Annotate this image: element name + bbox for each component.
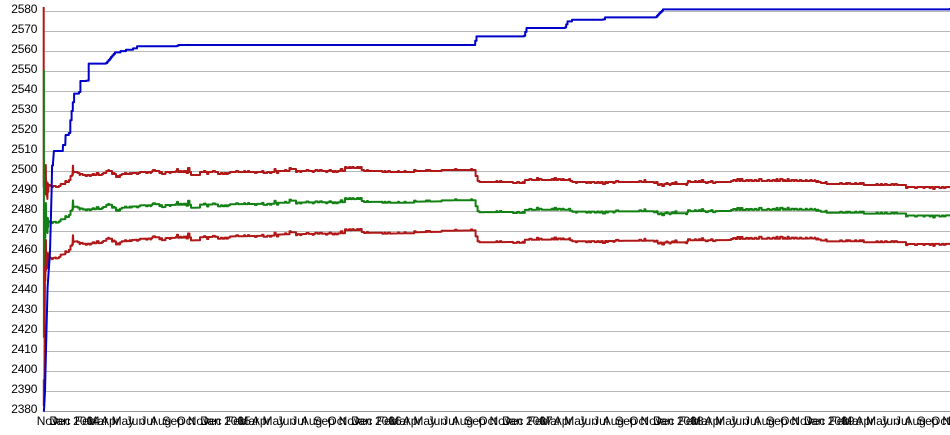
svg-text:Sep: Sep — [163, 414, 185, 428]
svg-text:Nov: Nov — [339, 414, 360, 428]
svg-text:2480: 2480 — [11, 202, 37, 216]
svg-text:2470: 2470 — [11, 222, 37, 236]
svg-text:Dec: Dec — [200, 414, 221, 428]
svg-text:Jun: Jun — [579, 414, 598, 428]
svg-text:Apr: Apr — [554, 414, 573, 428]
svg-text:2490: 2490 — [11, 182, 37, 196]
svg-text:Feb: Feb — [678, 414, 699, 428]
svg-text:Mar: Mar — [691, 414, 712, 428]
svg-text:2410: 2410 — [11, 342, 37, 356]
svg-text:May: May — [715, 414, 738, 428]
svg-text:Oct: Oct — [327, 414, 346, 428]
svg-text:May: May — [413, 414, 436, 428]
svg-text:Jan 2007: Jan 2007 — [503, 414, 553, 428]
svg-text:2550: 2550 — [11, 62, 37, 76]
svg-text:Jun: Jun — [126, 414, 145, 428]
svg-text:Feb: Feb — [528, 414, 549, 428]
svg-text:Feb: Feb — [75, 414, 96, 428]
svg-text:Sep: Sep — [464, 414, 486, 428]
svg-text:2420: 2420 — [11, 322, 37, 336]
svg-text:Feb: Feb — [829, 414, 850, 428]
svg-text:Jun: Jun — [428, 414, 447, 428]
svg-text:Aug: Aug — [452, 414, 473, 428]
svg-text:Aug: Aug — [603, 414, 624, 428]
svg-text:May: May — [262, 414, 285, 428]
svg-text:Mar: Mar — [842, 414, 863, 428]
svg-text:2400: 2400 — [11, 362, 37, 376]
svg-text:Jun: Jun — [729, 414, 748, 428]
svg-text:May: May — [564, 414, 587, 428]
svg-text:Apr: Apr — [101, 414, 120, 428]
svg-text:Aug: Aug — [301, 414, 322, 428]
svg-text:Aug: Aug — [754, 414, 775, 428]
svg-text:2380: 2380 — [11, 402, 37, 416]
svg-text:Oct: Oct — [478, 414, 497, 428]
svg-text:Aug: Aug — [905, 414, 926, 428]
svg-text:Sep: Sep — [313, 414, 335, 428]
svg-text:Nov: Nov — [490, 414, 511, 428]
svg-text:Jan 2006: Jan 2006 — [352, 414, 402, 428]
svg-text:Dec: Dec — [502, 414, 523, 428]
svg-text:Apr: Apr — [403, 414, 422, 428]
svg-text:Oct: Oct — [629, 414, 648, 428]
svg-text:2500: 2500 — [11, 162, 37, 176]
svg-text:2450: 2450 — [11, 262, 37, 276]
svg-text:2390: 2390 — [11, 382, 37, 396]
svg-text:Jul: Jul — [895, 414, 910, 428]
svg-text:Apr: Apr — [856, 414, 875, 428]
svg-text:Oct: Oct — [931, 414, 950, 428]
svg-text:Dec: Dec — [49, 414, 70, 428]
svg-text:Feb: Feb — [226, 414, 247, 428]
svg-text:Jul: Jul — [593, 414, 608, 428]
svg-text:Dec: Dec — [653, 414, 674, 428]
svg-text:Nov: Nov — [791, 414, 812, 428]
svg-text:Feb: Feb — [377, 414, 398, 428]
svg-text:May: May — [866, 414, 889, 428]
svg-text:May: May — [112, 414, 135, 428]
svg-text:2510: 2510 — [11, 142, 37, 156]
svg-text:Jun: Jun — [880, 414, 899, 428]
svg-text:Jan 2008: Jan 2008 — [654, 414, 704, 428]
svg-text:Oct: Oct — [780, 414, 799, 428]
svg-text:Jul: Jul — [291, 414, 306, 428]
svg-text:Apr: Apr — [705, 414, 724, 428]
svg-text:Nov: Nov — [188, 414, 209, 428]
svg-text:Mar: Mar — [87, 414, 108, 428]
svg-text:Jan 2009: Jan 2009 — [805, 414, 855, 428]
svg-text:Sep: Sep — [766, 414, 788, 428]
svg-text:Aug: Aug — [150, 414, 171, 428]
svg-text:Nov: Nov — [942, 414, 950, 428]
svg-text:Jul: Jul — [140, 414, 155, 428]
svg-text:Sep: Sep — [615, 414, 637, 428]
svg-text:2530: 2530 — [11, 102, 37, 116]
svg-text:Dec: Dec — [351, 414, 372, 428]
svg-text:Jan 2005: Jan 2005 — [201, 414, 251, 428]
svg-text:Nov: Nov — [640, 414, 661, 428]
svg-text:Jan 2004: Jan 2004 — [51, 414, 101, 428]
svg-text:Nov: Nov — [37, 414, 58, 428]
svg-text:2560: 2560 — [11, 42, 37, 56]
svg-text:2430: 2430 — [11, 302, 37, 316]
svg-text:Sep: Sep — [917, 414, 939, 428]
svg-text:2520: 2520 — [11, 122, 37, 136]
svg-text:Mar: Mar — [540, 414, 561, 428]
svg-text:2570: 2570 — [11, 22, 37, 36]
svg-text:2440: 2440 — [11, 282, 37, 296]
svg-text:Mar: Mar — [389, 414, 410, 428]
svg-text:2540: 2540 — [11, 82, 37, 96]
svg-text:2460: 2460 — [11, 242, 37, 256]
svg-text:Dec: Dec — [804, 414, 825, 428]
svg-text:2580: 2580 — [11, 2, 37, 16]
svg-text:Jul: Jul — [744, 414, 759, 428]
svg-text:Oct: Oct — [176, 414, 195, 428]
svg-text:Mar: Mar — [238, 414, 259, 428]
svg-text:Apr: Apr — [252, 414, 271, 428]
svg-text:Jul: Jul — [442, 414, 457, 428]
svg-text:Jun: Jun — [277, 414, 296, 428]
